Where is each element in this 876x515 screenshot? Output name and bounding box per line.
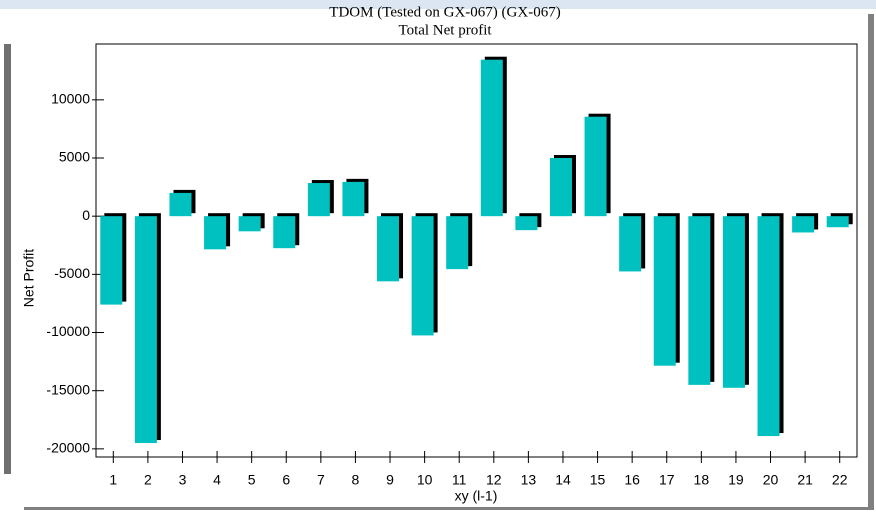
bar	[826, 216, 849, 228]
x-axis-label: xy (l-1)	[455, 488, 498, 504]
x-tick-label: 1	[109, 472, 117, 488]
y-axis-label: Net Profit	[21, 249, 37, 307]
x-tick-label: 22	[832, 472, 848, 488]
bar	[584, 116, 607, 217]
x-tick-label: 15	[590, 472, 606, 488]
y-tick-label: -20000	[46, 440, 90, 456]
chart-subtitle: Total Net profit	[398, 22, 492, 38]
x-tick-label: 18	[694, 472, 710, 488]
bar	[446, 216, 469, 270]
x-tick-label: 5	[248, 472, 256, 488]
bar	[515, 216, 538, 231]
x-tick-label: 9	[386, 472, 394, 488]
x-tick-label: 20	[763, 472, 779, 488]
top-band	[0, 0, 876, 9]
bar	[688, 216, 711, 385]
bar	[411, 216, 434, 336]
x-tick-label: 2	[144, 472, 152, 488]
x-tick-label: 8	[352, 472, 360, 488]
bar	[273, 216, 296, 249]
bar	[549, 158, 572, 217]
y-tick-label: -10000	[46, 323, 90, 339]
x-tick-label: 16	[624, 472, 640, 488]
x-tick-label: 17	[659, 472, 675, 488]
bar	[619, 216, 642, 272]
y-tick-label: -5000	[54, 265, 90, 281]
x-tick-label: 7	[317, 472, 325, 488]
bar	[722, 216, 745, 388]
chart-title: TDOM (Tested on GX-067) (GX-067)	[329, 4, 560, 20]
x-tick-label: 3	[179, 472, 187, 488]
bar	[169, 192, 192, 217]
bar	[134, 216, 157, 444]
bar	[653, 216, 676, 366]
bar	[100, 216, 123, 305]
y-tick-label: 5000	[59, 149, 90, 165]
x-tick-label: 4	[213, 472, 221, 488]
y-tick-label: -15000	[46, 381, 90, 397]
bar	[377, 216, 400, 282]
bar	[792, 216, 815, 233]
bar	[307, 183, 330, 217]
x-tick-label: 12	[486, 472, 502, 488]
bar	[480, 59, 503, 217]
bar	[342, 181, 365, 217]
x-tick-label: 10	[417, 472, 433, 488]
side-panel	[4, 44, 11, 474]
x-tick-label: 11	[452, 472, 467, 488]
x-tick-label: 6	[282, 472, 290, 488]
x-tick-label: 21	[797, 472, 813, 488]
bar	[238, 216, 261, 232]
y-tick-label: 10000	[51, 91, 90, 107]
bar	[204, 216, 227, 250]
bar	[757, 216, 780, 437]
x-tick-label: 13	[521, 472, 537, 488]
x-tick-label: 14	[555, 472, 571, 488]
y-tick-label: 0	[82, 207, 90, 223]
x-tick-label: 19	[728, 472, 744, 488]
